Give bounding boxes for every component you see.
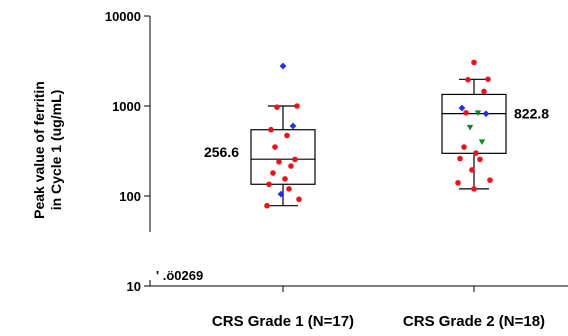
data-point-circle	[487, 177, 493, 183]
iqr-box	[441, 93, 507, 154]
median-value-label: 822.8	[514, 106, 549, 122]
box-plot: 256.6	[204, 105, 316, 207]
box-plots: 256.6 822.8	[204, 78, 549, 207]
x-category-label: CRS Grade 2 (N=18)	[403, 313, 545, 330]
data-point-circle	[485, 76, 491, 83]
data-point-diamond	[458, 104, 466, 112]
data-point-triangle	[478, 139, 486, 146]
data-point-circle	[270, 170, 276, 176]
y-axis-title: Peak value of ferritinin Cycle 1 (ug/mL)	[31, 81, 64, 219]
y-tick-label: 10	[127, 279, 141, 294]
median-value-label: 256.6	[204, 144, 239, 160]
data-point-circle	[471, 186, 477, 192]
data-point-circle	[473, 150, 479, 156]
data-point-circle	[461, 144, 467, 150]
data-point-circle	[294, 103, 300, 109]
data-point-circle	[469, 167, 475, 173]
data-points	[264, 59, 493, 209]
data-point-circle	[282, 176, 288, 182]
data-point-diamond	[482, 110, 490, 118]
data-point-circle	[274, 104, 280, 110]
data-point-circle	[266, 181, 272, 188]
y-axis-label: Peak value of ferritinin Cycle 1 (ug/mL)	[31, 81, 64, 219]
x-axis: CRS Grade 1 (N=17) CRS Grade 2 (N=18)	[150, 285, 568, 330]
data-point-circle	[288, 163, 294, 169]
data-point-diamond	[279, 62, 287, 70]
y-tick-label: 100	[119, 189, 141, 204]
y-axis-label-line: Peak value of ferritin	[31, 81, 47, 219]
box-plot: 822.8	[441, 78, 549, 190]
x-category-label: CRS Grade 1 (N=17)	[212, 313, 354, 330]
data-point-circle	[264, 202, 270, 209]
data-point-circle	[463, 110, 469, 116]
data-point-circle	[477, 156, 483, 163]
data-point-diamond	[277, 190, 285, 198]
data-point-circle	[284, 132, 290, 139]
y-axis: 10 100 1000 10000	[105, 9, 151, 294]
axis-annotation: ' .ö0269	[156, 268, 203, 283]
data-point-circle	[292, 156, 298, 163]
data-point-circle	[471, 59, 477, 66]
y-tick-label: 10000	[105, 9, 141, 24]
data-point-circle	[268, 126, 274, 133]
data-point-circle	[272, 144, 278, 150]
data-point-circle	[465, 76, 471, 83]
data-point-circle	[276, 158, 282, 165]
data-point-circle	[457, 155, 463, 162]
annotations: ' .ö0269	[156, 268, 203, 283]
data-point-circle	[455, 180, 461, 186]
y-axis-label-line: in Cycle 1 (ug/mL)	[48, 90, 64, 211]
data-point-triangle	[474, 110, 482, 117]
y-tick-label: 1000	[112, 99, 141, 114]
data-point-circle	[481, 88, 487, 95]
data-point-triangle	[466, 124, 474, 131]
iqr-box	[250, 129, 316, 185]
data-point-diamond	[289, 122, 297, 130]
data-point-circle	[286, 186, 292, 192]
data-point-circle	[296, 196, 302, 203]
